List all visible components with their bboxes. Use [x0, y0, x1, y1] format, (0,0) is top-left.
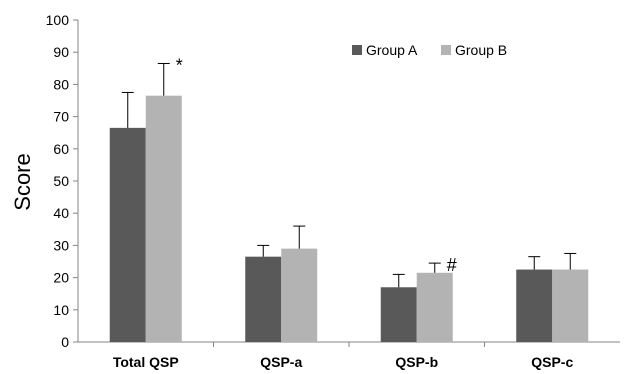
x-tick-labels: Total QSP QSP-a QSP-b QSP-c [113, 342, 573, 370]
y-tick-label: 60 [53, 141, 69, 157]
y-tick-label: 100 [46, 12, 70, 28]
y-tick-label: 20 [53, 270, 69, 286]
annotations: *# [176, 55, 457, 275]
bar [281, 248, 318, 342]
legend: Group A Group B [352, 42, 507, 58]
bar [516, 269, 553, 342]
significance-marker: # [447, 255, 457, 275]
y-tick-label: 0 [61, 334, 69, 350]
x-tick-label: Total QSP [113, 354, 179, 370]
x-tick-label: QSP-c [531, 354, 573, 370]
legend-swatch [441, 45, 451, 55]
y-tick-label: 50 [53, 173, 69, 189]
y-tick-label: 80 [53, 76, 69, 92]
legend-swatch [352, 45, 362, 55]
y-ticks: 0 10 20 30 40 50 60 70 80 90 100 [46, 12, 78, 350]
error-bars [121, 62, 577, 288]
y-tick-label: 70 [53, 109, 69, 125]
bar [416, 272, 453, 342]
legend-label: Group B [455, 42, 507, 58]
y-axis-label: Score [10, 153, 35, 210]
bar [145, 95, 182, 342]
x-tick-label: QSP-b [395, 354, 438, 370]
bar [109, 127, 146, 343]
bars [109, 95, 589, 343]
significance-marker: * [176, 55, 183, 75]
y-tick-label: 10 [53, 302, 69, 318]
legend-label: Group A [366, 42, 418, 58]
bar [380, 287, 417, 342]
y-tick-label: 40 [53, 205, 69, 221]
bar [245, 256, 282, 342]
y-tick-label: 30 [53, 237, 69, 253]
x-tick-label: QSP-a [260, 354, 302, 370]
y-tick-label: 90 [53, 44, 69, 60]
bar [552, 269, 589, 342]
